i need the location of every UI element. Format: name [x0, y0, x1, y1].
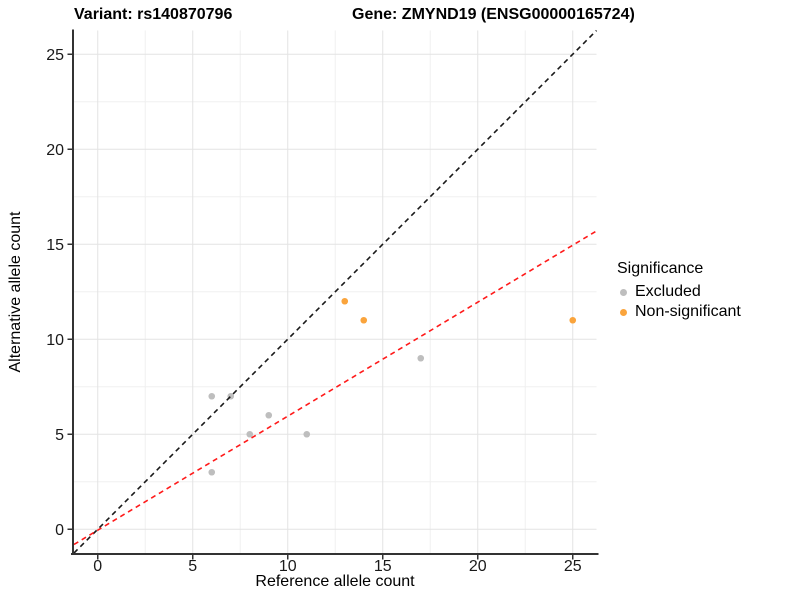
data-point-excluded — [417, 354, 425, 362]
non-significant-dot-icon — [620, 308, 627, 316]
data-point-excluded — [208, 468, 216, 476]
legend-item-non-significant: Non-significant — [617, 302, 741, 322]
data-point-excluded — [208, 392, 216, 400]
y-tick-label: 25 — [46, 47, 64, 64]
data-point-non-significant — [341, 297, 349, 305]
data-point-excluded — [265, 411, 273, 419]
legend-item-label: Excluded — [635, 283, 701, 300]
excluded-dot-icon — [620, 288, 627, 296]
legend-item-excluded: Excluded — [617, 282, 741, 302]
identity-line — [73, 29, 598, 554]
y-tick-label: 0 — [55, 522, 64, 539]
legend-title: Significance — [617, 260, 704, 277]
title-gene: Gene: ZMYND19 (ENSG00000165724) — [352, 6, 635, 23]
x-tick-label: 25 — [564, 558, 582, 575]
x-tick-label: 15 — [374, 558, 392, 575]
x-tick-label: 10 — [279, 558, 297, 575]
data-point-non-significant — [360, 316, 368, 324]
fit-line — [73, 230, 597, 546]
data-point-non-significant — [569, 316, 577, 324]
y-tick-label: 20 — [46, 142, 64, 159]
x-tick-label: 0 — [93, 558, 102, 575]
x-tick-label: 5 — [188, 558, 197, 575]
data-point-excluded — [303, 430, 311, 438]
y-tick-label: 15 — [46, 237, 64, 254]
data-point-excluded — [246, 430, 254, 438]
title-variant: Variant: rs140870796 — [74, 6, 233, 23]
y-tick-label: 10 — [46, 332, 64, 349]
x-tick-label: 20 — [469, 558, 487, 575]
y-axis-label: Alternative allele count — [7, 211, 24, 373]
y-tick-label: 5 — [55, 427, 64, 444]
legend: Significance Excluded Non-significant — [617, 260, 741, 322]
legend-item-label: Non-significant — [635, 303, 741, 320]
x-axis-label: Reference allele count — [255, 573, 415, 590]
